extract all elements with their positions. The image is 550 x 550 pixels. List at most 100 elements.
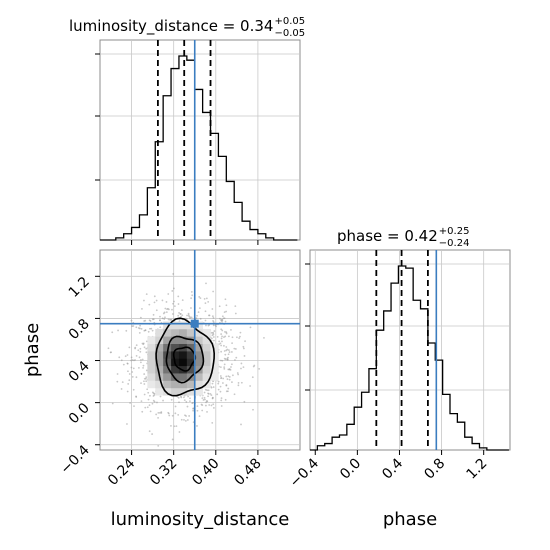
density-cell xyxy=(147,336,156,344)
scatter-point xyxy=(152,313,155,316)
scatter-point xyxy=(219,390,222,393)
scatter-point xyxy=(223,363,226,366)
scatter-point xyxy=(225,390,228,393)
truth-marker xyxy=(190,319,199,328)
scatter-point xyxy=(139,361,142,364)
scatter-point xyxy=(190,316,193,319)
scatter-point xyxy=(207,392,210,395)
scatter-point xyxy=(240,367,242,370)
scatter-point xyxy=(221,329,224,332)
scatter-point xyxy=(183,419,185,421)
scatter-point xyxy=(128,373,131,375)
scatter-point xyxy=(226,358,229,361)
scatter-point xyxy=(159,315,161,318)
scatter-point xyxy=(145,351,148,354)
hist-luminosity-distance-frame xyxy=(99,39,301,241)
scatter-point xyxy=(220,333,223,335)
hist-phase-x-ticks: −0.4 0.0 0.4 0.8 1.2 xyxy=(287,450,491,491)
scatter-point xyxy=(207,395,209,398)
scatter-point xyxy=(149,320,152,322)
scatter-point xyxy=(242,347,245,350)
density-cell xyxy=(178,373,188,381)
scatter-point xyxy=(161,317,164,320)
density-cell xyxy=(171,387,180,396)
scatter-point xyxy=(226,348,229,351)
scatter-point xyxy=(147,391,150,394)
scatter-point xyxy=(220,337,223,340)
scatter-point xyxy=(131,359,134,361)
scatter-point xyxy=(118,356,121,359)
scatter-point xyxy=(162,399,164,402)
scatter-point xyxy=(165,301,168,303)
scatter-point xyxy=(208,404,211,406)
scatter-point xyxy=(129,402,132,404)
scatter-point xyxy=(141,307,143,310)
scatter-point xyxy=(212,336,215,338)
scatter-point xyxy=(219,366,222,369)
scatter-point xyxy=(207,324,210,327)
density-cell xyxy=(178,358,188,367)
scatter-point xyxy=(234,305,237,307)
scatter-point xyxy=(167,318,170,321)
scatter-point xyxy=(167,293,170,295)
scatter-point xyxy=(219,342,222,345)
scatter-point xyxy=(151,391,154,394)
density-cell xyxy=(194,373,203,381)
scatter-point xyxy=(150,327,153,330)
scatter-point xyxy=(126,423,128,425)
scatter-point xyxy=(211,396,214,399)
scatter-point xyxy=(222,377,225,380)
density-cell xyxy=(155,336,164,344)
phase-x-tick-label-3: 0.8 xyxy=(421,456,448,483)
scatter-point xyxy=(189,400,191,403)
scatter-point xyxy=(159,395,162,398)
scatter-point xyxy=(142,366,144,369)
scatter-point xyxy=(201,404,204,407)
scatter-point xyxy=(177,396,180,399)
scatter-point xyxy=(221,340,223,343)
scatter-point xyxy=(217,382,220,385)
scatter-point xyxy=(142,364,145,367)
scatter-point xyxy=(153,392,156,395)
phase-x-tick-label-2: 0.4 xyxy=(379,455,406,482)
scatter-point xyxy=(163,318,166,320)
scatter-point xyxy=(223,350,226,352)
scatter-point xyxy=(211,308,214,310)
density-cell xyxy=(147,373,156,381)
scatter-point xyxy=(171,438,174,441)
scatter-point xyxy=(130,366,133,369)
scatter-point xyxy=(207,389,210,392)
scatter-point xyxy=(206,389,209,392)
scatter-point xyxy=(141,358,144,361)
scatter-point xyxy=(177,303,180,305)
scatter-point xyxy=(138,327,141,330)
scatter-point xyxy=(203,396,206,399)
scatter-point xyxy=(210,394,213,397)
scatter-point xyxy=(134,359,136,361)
scatter-point xyxy=(153,295,156,298)
scatter-point xyxy=(141,410,144,413)
scatter-point xyxy=(237,384,240,387)
scatter-point xyxy=(216,393,219,396)
density-cell xyxy=(202,328,211,337)
scatter-point xyxy=(212,332,215,335)
luminosity-distance-x-tick-label-3: 0.48 xyxy=(231,456,264,489)
density-cell xyxy=(194,328,203,337)
density-cell xyxy=(163,365,172,374)
scatter-point xyxy=(134,346,137,349)
hist-phase-y-ticks xyxy=(305,263,310,391)
scatter-point xyxy=(135,376,138,379)
scatter-point xyxy=(116,380,119,383)
scatter-point xyxy=(140,400,143,403)
density-cell xyxy=(147,365,156,374)
scatter-point xyxy=(236,372,239,374)
scatter-point xyxy=(127,383,130,385)
scatter-point xyxy=(234,312,237,315)
scatter-point xyxy=(203,297,206,300)
scatter-point xyxy=(202,399,205,401)
scatter-point xyxy=(149,394,151,397)
scatter-point xyxy=(187,314,190,316)
scatter-point xyxy=(149,410,152,413)
density-cell xyxy=(171,328,180,337)
density-cell xyxy=(163,328,172,337)
